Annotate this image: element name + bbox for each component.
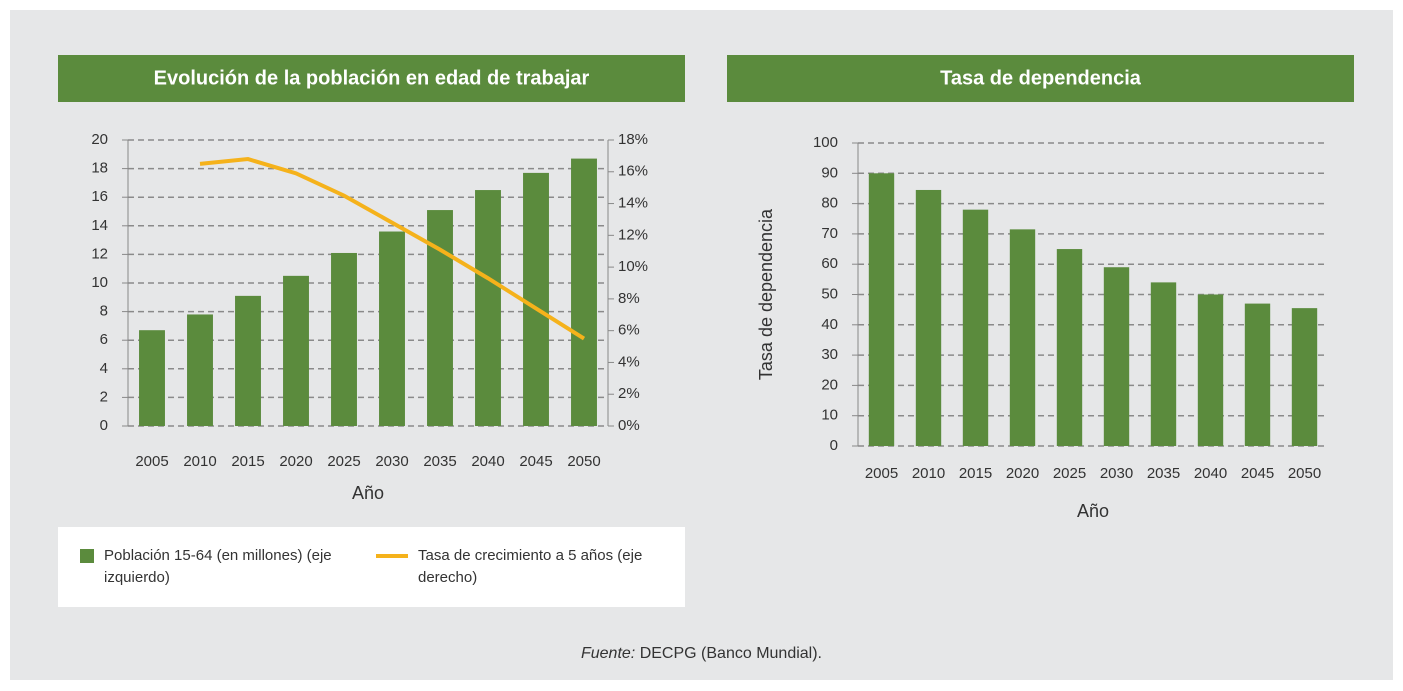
- bar: [1056, 249, 1083, 446]
- y-tick-label: 12: [91, 245, 108, 262]
- y-tick-label: 60: [821, 255, 838, 272]
- y2-tick-label: 18%: [618, 131, 648, 148]
- x-axis-label: Año: [1077, 501, 1109, 521]
- y-tick-label: 50: [821, 285, 838, 302]
- y-tick-label: 18: [91, 160, 108, 177]
- x-tick-label: 2050: [1288, 465, 1321, 482]
- y2-tick-label: 10%: [618, 258, 648, 275]
- source-label: Fuente:: [580, 645, 636, 662]
- x-tick-label: 2040: [471, 453, 504, 470]
- x-tick-label: 2025: [327, 453, 360, 470]
- y2-tick-label: 16%: [618, 163, 648, 180]
- source-text: DECPG (Banco Mundial).: [639, 645, 822, 662]
- y2-tick-label: 6%: [618, 322, 640, 339]
- bar: [379, 231, 405, 426]
- y-tick-label: 100: [813, 134, 838, 151]
- bar: [571, 158, 597, 426]
- x-tick-label: 2025: [1053, 465, 1086, 482]
- y-tick-label: 16: [91, 188, 108, 205]
- chart-title: Tasa de dependencia: [940, 67, 1142, 89]
- x-tick-label: 2040: [1194, 465, 1227, 482]
- y-tick-label: 14: [91, 217, 108, 234]
- y-tick-label: 70: [821, 225, 838, 242]
- y2-tick-label: 14%: [618, 195, 648, 212]
- y-tick-label: 40: [821, 316, 838, 333]
- y-tick-label: 0: [830, 437, 838, 454]
- y2-tick-label: 4%: [618, 353, 640, 370]
- x-tick-label: 2020: [1006, 465, 1039, 482]
- x-tick-label: 2030: [1100, 465, 1133, 482]
- legend-item: Tasa de crecimiento a 5 años (eje derech…: [376, 545, 676, 589]
- legend-swatch: [376, 554, 408, 558]
- y2-tick-label: 0%: [618, 417, 640, 434]
- x-tick-label: 2015: [959, 465, 992, 482]
- x-tick-label: 2045: [519, 453, 552, 470]
- bar: [139, 330, 165, 426]
- y-tick-label: 20: [91, 131, 108, 148]
- bar: [1150, 282, 1177, 446]
- y-tick-label: 4: [100, 360, 108, 377]
- bar: [187, 314, 213, 426]
- bar: [331, 252, 357, 426]
- bar: [523, 172, 549, 426]
- y-tick-label: 8: [100, 303, 108, 320]
- x-tick-label: 2010: [183, 453, 216, 470]
- legend-label: Población 15-64 (en millones) (eje izqui…: [104, 547, 332, 586]
- y-axis-label: Tasa de dependencia: [756, 208, 776, 380]
- y-tick-label: 0: [100, 417, 108, 434]
- chart-title: Evolución de la población en edad de tra…: [154, 67, 590, 89]
- bar: [962, 209, 989, 446]
- x-tick-label: 2010: [912, 465, 945, 482]
- bar: [235, 295, 261, 426]
- bar: [1103, 267, 1130, 446]
- y-tick-label: 80: [821, 195, 838, 212]
- x-axis-label: Año: [352, 483, 384, 503]
- bar: [1197, 294, 1224, 446]
- line: [199, 157, 586, 341]
- y-tick-label: 2: [100, 388, 108, 405]
- bar: [283, 275, 309, 426]
- y2-tick-label: 2%: [618, 385, 640, 402]
- legend-swatch: [80, 549, 94, 563]
- x-tick-label: 2045: [1241, 465, 1274, 482]
- bar: [915, 189, 942, 446]
- legend-item: Población 15-64 (en millones) (eje izqui…: [80, 545, 370, 589]
- x-tick-label: 2030: [375, 453, 408, 470]
- bar: [1291, 308, 1318, 446]
- x-tick-label: 2005: [865, 465, 898, 482]
- x-tick-label: 2020: [279, 453, 312, 470]
- y-tick-label: 10: [821, 407, 838, 424]
- y-tick-label: 30: [821, 346, 838, 363]
- y2-tick-label: 12%: [618, 226, 648, 243]
- title-bar: [58, 55, 685, 102]
- y-tick-label: 6: [100, 331, 108, 348]
- x-tick-label: 2035: [1147, 465, 1180, 482]
- bar: [475, 190, 501, 426]
- x-tick-label: 2015: [231, 453, 264, 470]
- source: Fuente: DECPG (Banco Mundial).: [0, 645, 1403, 663]
- y2-tick-label: 8%: [618, 290, 640, 307]
- y-tick-label: 20: [821, 376, 838, 393]
- bar: [868, 173, 895, 447]
- x-tick-label: 2005: [135, 453, 168, 470]
- legend: Población 15-64 (en millones) (eje izqui…: [58, 527, 685, 607]
- bar: [1244, 303, 1271, 446]
- y-tick-label: 90: [821, 164, 838, 181]
- y-tick-label: 10: [91, 274, 108, 291]
- legend-label: Tasa de crecimiento a 5 años (eje derech…: [418, 547, 643, 586]
- x-tick-label: 2035: [423, 453, 456, 470]
- bar: [1009, 229, 1036, 446]
- x-tick-label: 2050: [567, 453, 600, 470]
- title-bar: [727, 55, 1354, 102]
